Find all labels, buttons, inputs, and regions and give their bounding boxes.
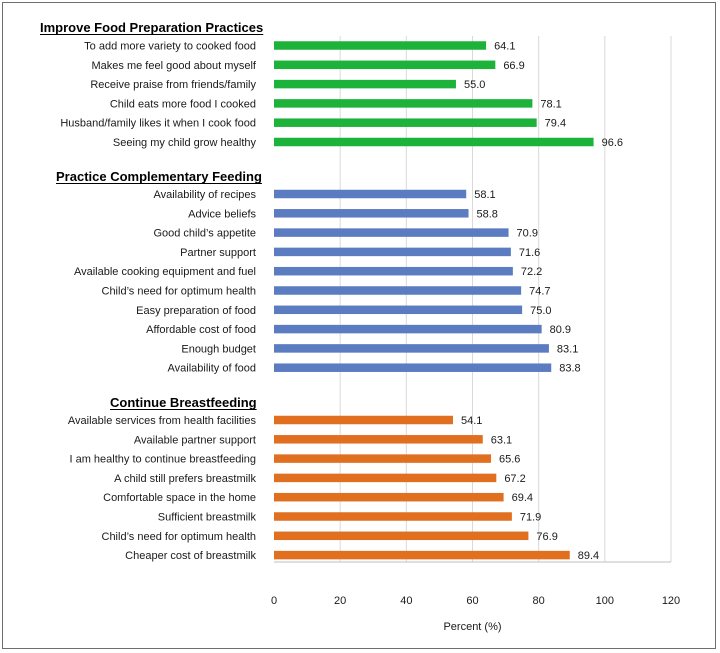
category-label-1-5: Child’s need for optimum health (102, 286, 257, 298)
value-label-2-1: 63.1 (491, 434, 512, 446)
value-label-1-7: 80.9 (550, 324, 571, 336)
bar-1-7 (274, 324, 542, 334)
category-label-2-5: Sufficient breastmilk (158, 512, 257, 524)
category-label-2-1: Available partner support (134, 434, 256, 446)
bars-and-labels: To add more variety to cooked food 64.1 Ma… (60, 41, 623, 563)
bar-1-9 (274, 363, 552, 372)
x-tick-label-80: 80 (533, 595, 545, 607)
value-label-0-2: 55.0 (464, 79, 485, 91)
value-label-0-4: 79.4 (545, 118, 566, 130)
bar-2-7 (274, 550, 570, 560)
bar-1-8 (274, 344, 549, 353)
group-title-1: Practice Complementary Feeding (56, 169, 262, 184)
x-tick-label-20: 20 (334, 595, 346, 607)
x-tick-label-40: 40 (400, 595, 412, 607)
value-label-2-5: 71.9 (520, 512, 541, 524)
bar-2-2 (274, 454, 492, 463)
category-label-0-4: Husband/family likes it when I cook food (60, 118, 256, 130)
value-label-2-7: 89.4 (578, 550, 599, 562)
group-title-2: Continue Breastfeeding (110, 395, 257, 410)
bar-1-0 (274, 189, 467, 199)
bar-2-1 (274, 435, 483, 444)
value-label-1-4: 72.2 (521, 266, 542, 278)
value-label-0-3: 78.1 (540, 98, 561, 110)
value-label-1-3: 71.6 (519, 247, 540, 259)
category-label-1-0: Availability of recipes (153, 189, 256, 201)
value-label-2-4: 69.4 (512, 492, 533, 504)
bar-0-3 (274, 99, 533, 108)
category-label-1-7: Affordable cost of food (146, 324, 256, 336)
bar-1-1 (274, 209, 469, 218)
group-title-0: Improve Food Preparation Practices (40, 20, 263, 35)
value-label-0-5: 96.6 (602, 137, 623, 149)
category-label-2-3: A child still prefers breastmilk (114, 473, 256, 485)
category-label-0-3: Child eats more food I cooked (110, 98, 256, 110)
value-label-2-6: 76.9 (536, 531, 557, 543)
category-label-0-0: To add more variety to cooked food (84, 41, 256, 53)
category-label-1-2: Good child’s appetite (153, 228, 256, 240)
category-label-2-7: Cheaper cost of breastmilk (125, 550, 256, 562)
category-label-1-1: Advice beliefs (188, 208, 256, 220)
value-label-1-2: 70.9 (517, 228, 538, 240)
bar-0-4 (274, 118, 537, 127)
bar-1-3 (274, 247, 511, 257)
category-label-1-8: Enough budget (181, 343, 256, 355)
value-label-1-0: 58.1 (474, 189, 495, 201)
category-label-0-1: Makes me feel good about myself (92, 60, 257, 72)
bar-2-4 (274, 492, 504, 502)
bar-1-4 (274, 266, 513, 276)
bar-0-2 (274, 79, 456, 89)
category-label-0-5: Seeing my child grow healthy (113, 137, 257, 149)
value-label-1-6: 75.0 (530, 305, 551, 317)
category-label-1-3: Partner support (180, 247, 256, 259)
category-label-1-6: Easy preparation of food (136, 305, 256, 317)
value-label-2-3: 67.2 (504, 473, 525, 485)
x-axis: 0 20 40 60 80 100 120 (271, 561, 680, 607)
category-label-2-4: Comfortable space in the home (103, 492, 256, 504)
x-tick-label-120: 120 (662, 595, 680, 607)
x-axis-title: Percent (%) (443, 621, 501, 633)
bar-1-6 (274, 305, 523, 315)
bar-0-0 (274, 41, 487, 50)
category-label-0-2: Receive praise from friends/family (90, 79, 256, 91)
bar-2-5 (274, 512, 512, 521)
bar-0-5 (274, 137, 594, 147)
category-label-2-6: Child’s need for optimum health (102, 531, 257, 543)
x-tick-label-100: 100 (596, 595, 614, 607)
category-label-1-4: Available cooking equipment and fuel (74, 266, 256, 278)
value-label-0-1: 66.9 (503, 60, 524, 72)
value-label-1-5: 74.7 (529, 286, 550, 298)
category-label-1-9: Availability of food (168, 363, 256, 375)
value-label-2-0: 54.1 (461, 415, 482, 427)
bar-0-1 (274, 60, 496, 70)
x-tick-label-0: 0 (271, 595, 277, 607)
value-label-1-1: 58.8 (477, 208, 498, 220)
value-label-1-9: 83.8 (559, 363, 580, 375)
value-label-1-8: 83.1 (557, 343, 578, 355)
bar-1-2 (274, 228, 509, 237)
group-titles: Improve Food Preparation Practices Pract… (40, 20, 264, 410)
category-label-2-2: I am healthy to continue breastfeeding (69, 454, 256, 466)
value-label-0-0: 64.1 (494, 41, 515, 53)
bar-2-6 (274, 531, 529, 541)
bar-2-3 (274, 473, 497, 483)
bar-1-5 (274, 286, 522, 295)
category-label-2-0: Available services from health facilitie… (68, 415, 257, 427)
value-label-2-2: 65.6 (499, 454, 520, 466)
x-tick-label-60: 60 (466, 595, 478, 607)
bar-2-0 (274, 415, 453, 425)
